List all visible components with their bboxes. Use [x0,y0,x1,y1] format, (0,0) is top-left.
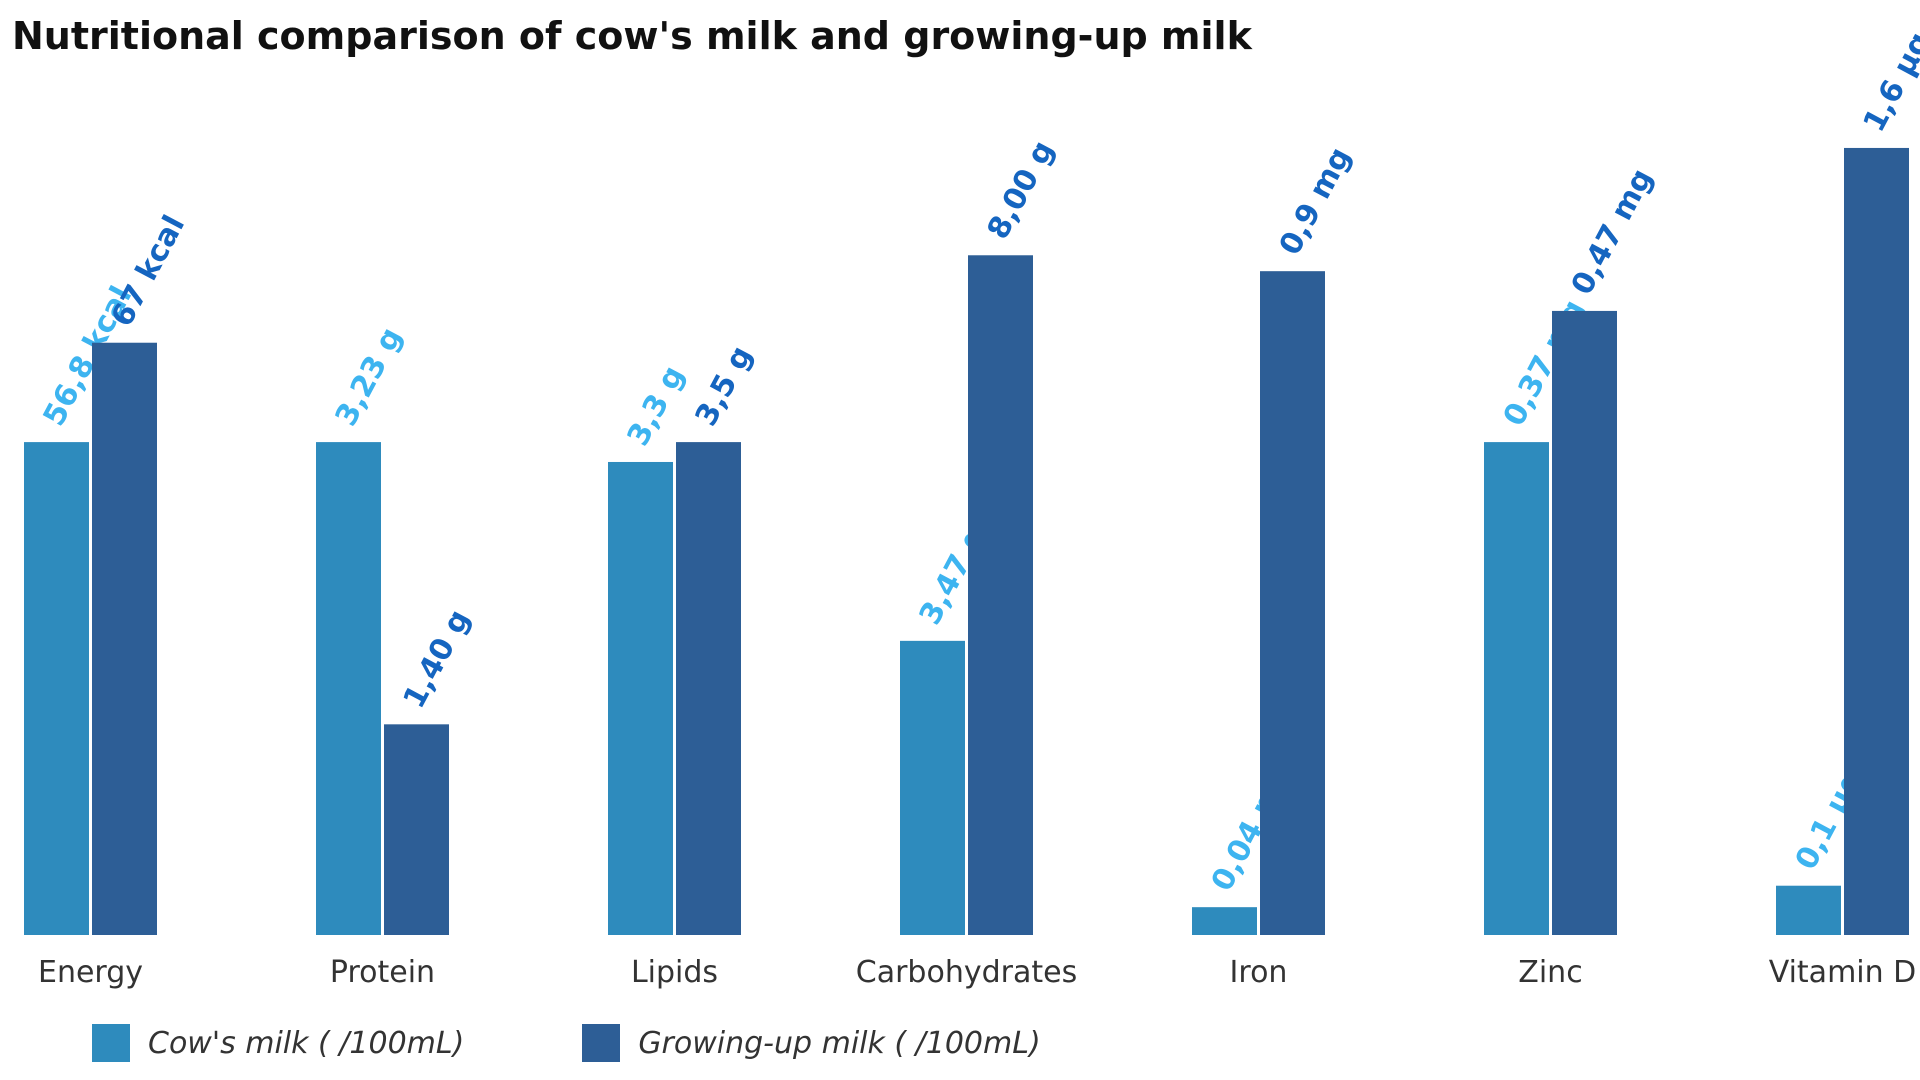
value-label-cows-milk-lipids: 3,3 g [621,360,692,452]
category-label-zinc: Zinc [1518,955,1582,990]
bar-growing-up-milk-lipids [676,442,741,935]
bar-cows-milk-vitamin-d [1776,885,1841,935]
legend-label-growing-up-milk: Growing-up milk ( /100mL) [638,1025,1041,1061]
category-label-vitamin-d: Vitamin D [1769,955,1917,990]
legend-item-growing-up-milk: Growing-up milk ( /100mL) [582,1024,1041,1062]
legend-label-cows-milk: Cow's milk ( /100mL) [148,1025,465,1061]
legend: Cow's milk ( /100mL) Growing-up milk ( /… [92,1024,1159,1062]
value-label-growing-up-milk-protein: 1,40 g [397,604,478,714]
value-label-growing-up-milk-energy: 67 kcal [105,210,192,333]
value-label-cows-milk-protein: 3,23 g [329,322,410,432]
legend-item-cows-milk: Cow's milk ( /100mL) [92,1024,464,1062]
bar-cows-milk-protein [316,442,381,935]
value-label-growing-up-milk-zinc: 0,47 mg [1565,163,1660,301]
bar-cows-milk-iron [1192,907,1257,935]
category-label-protein: Protein [330,955,435,990]
bar-growing-up-milk-vitamin-d [1844,147,1909,935]
category-label-energy: Energy [38,955,143,990]
bar-growing-up-milk-carbohydrates [968,255,1033,935]
category-label-carbohydrates: Carbohydrates [856,955,1077,990]
legend-swatch-cows-milk [92,1024,130,1062]
category-label-lipids: Lipids [631,955,718,990]
category-label-iron: Iron [1230,955,1288,990]
bar-growing-up-milk-protein [384,724,449,935]
bar-growing-up-milk-energy [92,342,157,936]
value-label-growing-up-milk-carbohydrates: 8,00 g [981,135,1062,245]
bar-growing-up-milk-zinc [1552,310,1617,935]
chart-title: Nutritional comparison of cow's milk and… [12,14,1252,58]
value-label-growing-up-milk-vitamin-d: 1,6 µg [1857,27,1920,138]
bar-cows-milk-energy [24,442,89,935]
value-label-growing-up-milk-lipids: 3,5 g [689,340,760,432]
value-label-growing-up-milk-iron: 0,9 mg [1273,142,1359,261]
bar-growing-up-milk-iron [1260,271,1325,935]
bar-cows-milk-carbohydrates [900,640,965,935]
bar-cows-milk-lipids [608,461,673,935]
legend-swatch-growing-up-milk [582,1024,621,1062]
bar-cows-milk-zinc [1484,442,1549,935]
